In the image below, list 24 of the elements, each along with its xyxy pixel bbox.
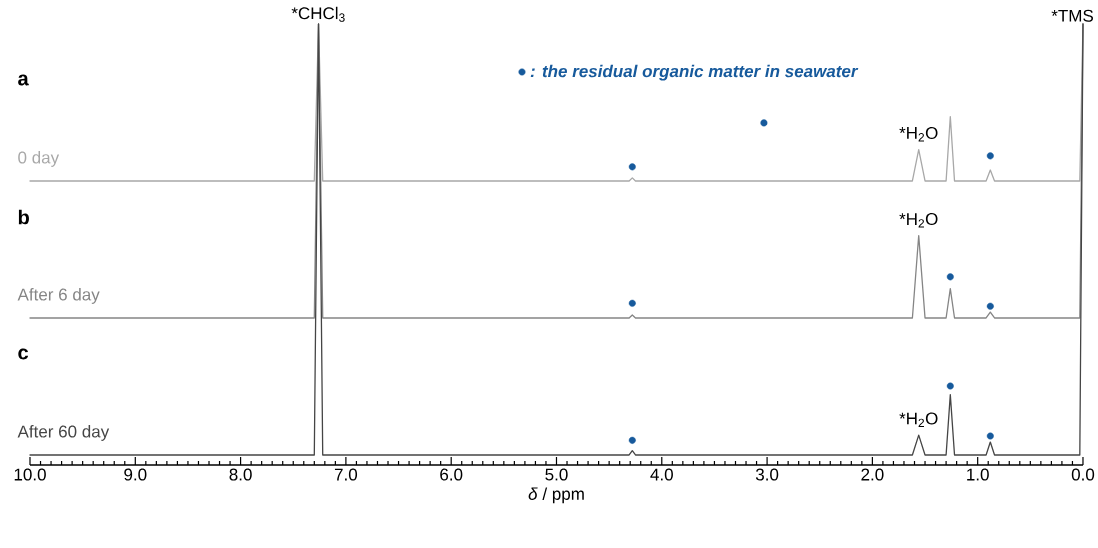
series-label: 0 day xyxy=(18,151,60,167)
annotation: *TMS xyxy=(1051,9,1093,22)
x-tick-label: 9.0 xyxy=(124,468,147,481)
x-tick-label: 7.0 xyxy=(334,468,358,481)
x-tick-label: 3.0 xyxy=(755,468,779,481)
x-tick-label: 10.0 xyxy=(14,468,46,481)
text: c xyxy=(18,348,29,360)
x-tick-label: 4.0 xyxy=(650,468,673,481)
text: b xyxy=(18,209,29,225)
annotation: *H$_{2}$O xyxy=(899,213,938,228)
annotation: *H$_{2}$O xyxy=(899,412,938,427)
x-tick-label: 8.0 xyxy=(229,468,252,481)
series-label: After 6 day xyxy=(17,288,100,304)
text: a xyxy=(18,74,29,86)
x-tick-label: 1.0 xyxy=(967,468,989,481)
x-tick-label: 5.0 xyxy=(545,468,568,481)
x-tick-label: 6.0 xyxy=(440,468,463,481)
x-axis-title: δ / ppm xyxy=(528,487,584,504)
legend-label: : the residual organic matter in seawater xyxy=(530,64,859,81)
x-tick-label: 2.0 xyxy=(861,468,884,481)
annotation: *CHCl$_{3}$ xyxy=(291,6,345,22)
series-label: After 60 day xyxy=(17,425,110,441)
annotation: *H$_{2}$O xyxy=(899,126,938,142)
x-tick-label: 0.0 xyxy=(1071,468,1095,481)
